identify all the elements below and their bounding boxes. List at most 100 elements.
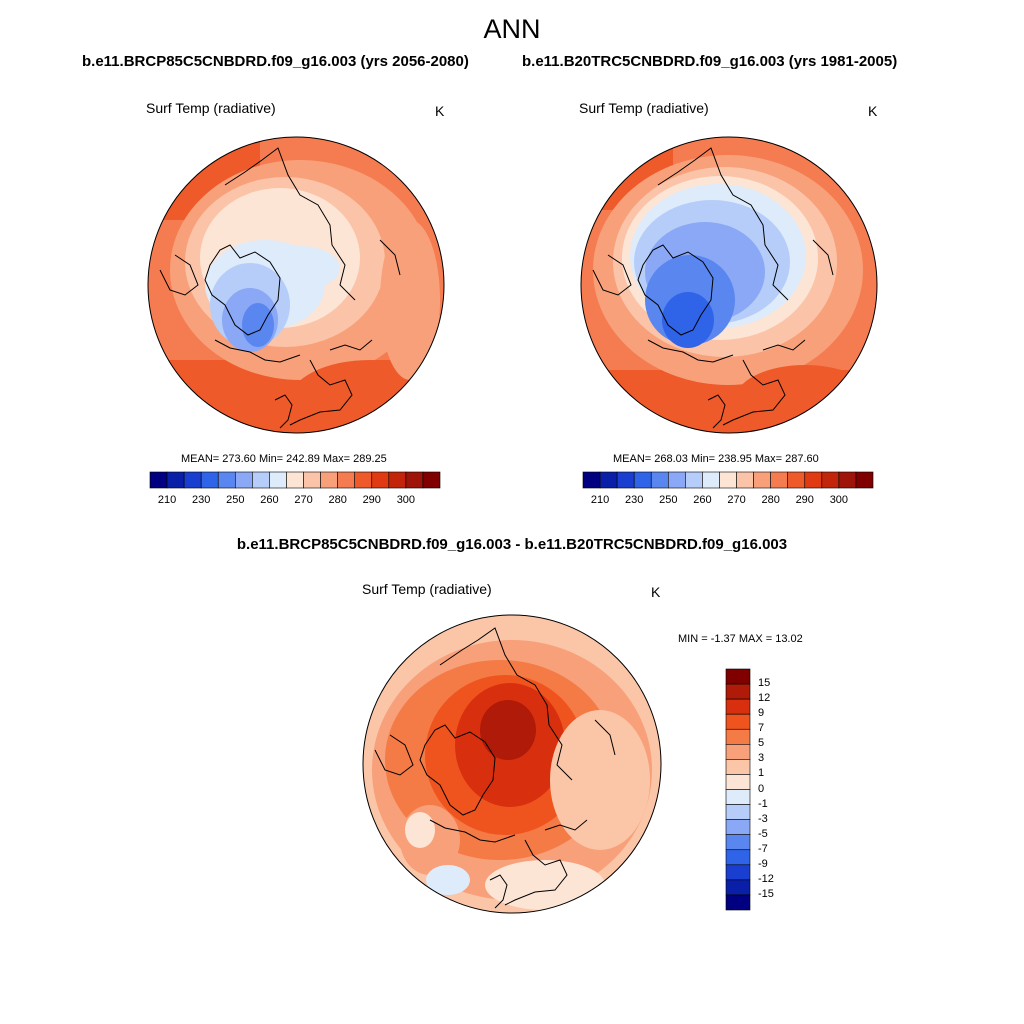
panel2-map-border — [580, 136, 878, 434]
colorbar-swatch — [725, 728, 751, 745]
colorbar-tick-label: 270 — [294, 494, 313, 506]
panel2-coastlines — [592, 147, 834, 429]
diff-coastlines — [374, 627, 616, 909]
colorbar-tick-label: 0 — [758, 782, 765, 795]
diff-polar-map — [363, 615, 661, 913]
colorbar-swatch — [166, 471, 185, 489]
colorbar-swatch — [725, 774, 751, 790]
colorbar-tick-label: 230 — [624, 494, 644, 506]
panel1-case-title: b.e11.BRCP85C5CNBDRD.f09_g16.003 (yrs 20… — [82, 53, 469, 70]
colorbar-swatch — [200, 471, 219, 489]
panel2-units-label: K — [868, 103, 878, 119]
colorbar-swatch — [725, 879, 751, 896]
colorbar-swatch — [770, 471, 789, 489]
panel1-polar-map — [148, 137, 444, 433]
colorbar-swatch — [725, 804, 751, 820]
colorbar-tick-label: 290 — [795, 494, 814, 506]
colorbar-tick-label: 250 — [659, 494, 678, 506]
panel2-polar-map — [581, 137, 877, 433]
colorbar-swatch — [753, 471, 771, 489]
colorbar-swatch — [252, 471, 270, 489]
colorbar-swatch — [821, 471, 840, 489]
colorbar-tick-label: 210 — [590, 494, 610, 506]
panel2-variable-label: Surf Temp (radiative) — [579, 100, 709, 116]
colorbar-tick-label: 250 — [226, 494, 245, 506]
colorbar-swatch — [582, 471, 601, 489]
colorbar-swatch — [286, 471, 304, 489]
colorbar-swatch — [725, 789, 751, 805]
colorbar-swatch — [217, 471, 236, 489]
colorbar-swatch — [616, 471, 635, 489]
colorbar-swatch — [650, 471, 669, 489]
colorbar-tick-label: 15 — [758, 677, 771, 690]
colorbar-tick-label: -1 — [758, 797, 768, 810]
colorbar-tick-label: 300 — [396, 494, 416, 506]
colorbar-swatch — [685, 471, 703, 489]
panel1-colorbar — [149, 471, 441, 489]
colorbar-swatch — [804, 471, 823, 489]
colorbar-tick-label: 260 — [693, 494, 712, 506]
panel2-case-title: b.e11.B20TRC5CNBDRD.f09_g16.003 (yrs 198… — [522, 53, 898, 70]
colorbar-swatch — [787, 471, 806, 489]
colorbar-tick-label: 5 — [758, 737, 765, 750]
colorbar-swatch — [405, 471, 424, 489]
colorbar-tick-label: -15 — [758, 887, 774, 900]
colorbar-swatch — [320, 471, 338, 489]
diff-stats: MIN = -1.37 MAX = 13.02 — [678, 633, 803, 645]
colorbar-tick-label: 300 — [829, 494, 849, 506]
colorbar-tick-label: 1 — [758, 767, 765, 780]
colorbar-swatch — [354, 471, 373, 489]
colorbar-tick-label: 270 — [727, 494, 746, 506]
colorbar-swatch — [725, 834, 751, 851]
colorbar-swatch — [725, 849, 751, 866]
colorbar-swatch — [599, 471, 618, 489]
panel1-stats: MEAN= 273.60 Min= 242.89 Max= 289.25 — [181, 453, 387, 465]
page-title: ANN — [483, 14, 541, 44]
colorbar-tick-label: 3 — [758, 752, 765, 765]
colorbar-swatch — [725, 698, 751, 715]
colorbar-tick-label: 7 — [758, 722, 765, 735]
colorbar-tick-label: -3 — [758, 812, 768, 825]
colorbar-tick-label: 260 — [260, 494, 279, 506]
colorbar-swatch — [725, 744, 751, 760]
colorbar-swatch — [736, 471, 754, 489]
panel1-map-border — [147, 136, 445, 434]
colorbar-swatch — [337, 471, 356, 489]
colorbar-swatch — [303, 471, 321, 489]
colorbar-swatch — [725, 668, 751, 685]
colorbar-tick-label: 280 — [761, 494, 780, 506]
diff-units-label: K — [651, 584, 661, 600]
colorbar-swatch — [388, 471, 407, 489]
colorbar-swatch — [725, 759, 751, 775]
diff-colorbar — [725, 668, 751, 911]
colorbar-tick-label: -9 — [758, 857, 768, 870]
colorbar-swatch — [702, 471, 720, 489]
colorbar-tick-label: -5 — [758, 827, 768, 840]
colorbar-tick-label: -7 — [758, 842, 768, 855]
colorbar-tick-label: 9 — [758, 707, 765, 720]
panel2-stats: MEAN= 268.03 Min= 238.95 Max= 287.60 — [613, 453, 819, 465]
colorbar-swatch — [633, 471, 652, 489]
colorbar-swatch — [234, 471, 253, 489]
colorbar-swatch — [183, 471, 202, 489]
colorbar-swatch — [149, 471, 168, 489]
colorbar-tick-label: 12 — [758, 692, 771, 705]
diff-case-title: b.e11.BRCP85C5CNBDRD.f09_g16.003 - b.e11… — [236, 536, 788, 553]
colorbar-tick-label: 280 — [328, 494, 347, 506]
panel1-units-label: K — [435, 103, 445, 119]
panel2-colorbar — [582, 471, 874, 489]
panel1-variable-label: Surf Temp (radiative) — [146, 100, 276, 116]
colorbar-swatch — [725, 683, 751, 700]
colorbar-swatch — [371, 471, 390, 489]
colorbar-swatch — [725, 864, 751, 881]
diff-map-border — [362, 614, 662, 914]
colorbar-swatch — [855, 471, 874, 489]
colorbar-swatch — [667, 471, 686, 489]
colorbar-swatch — [725, 894, 751, 911]
colorbar-swatch — [422, 471, 441, 489]
colorbar-swatch — [725, 713, 751, 730]
colorbar-tick-label: 230 — [191, 494, 211, 506]
colorbar-tick-label: -12 — [758, 872, 774, 885]
panel1-coastlines — [159, 147, 401, 429]
